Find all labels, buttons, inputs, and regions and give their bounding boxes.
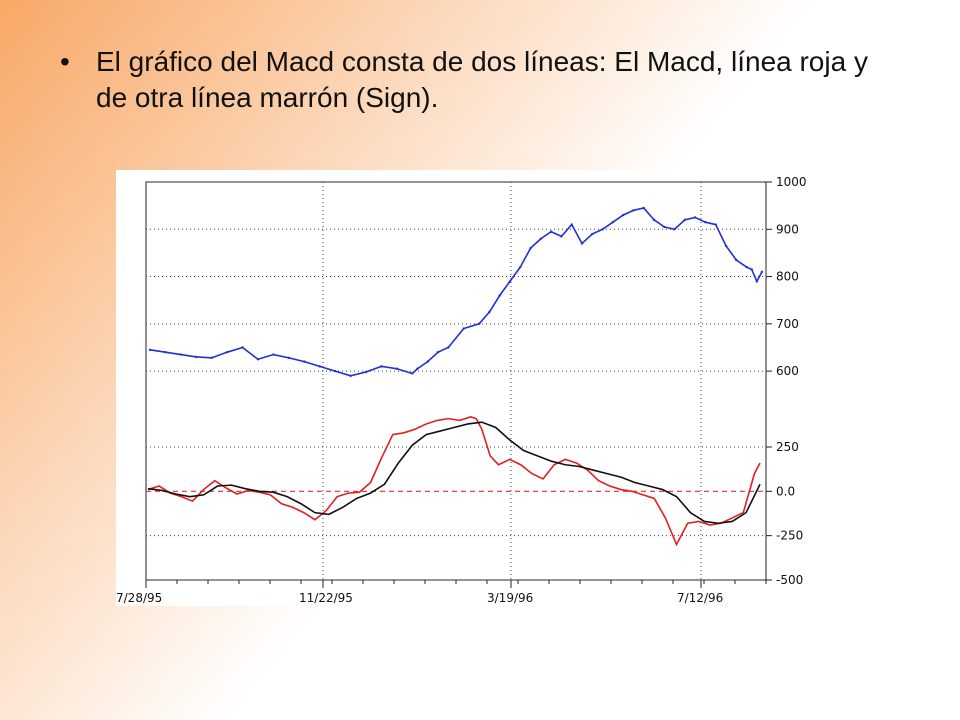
price-point [318,365,321,368]
price-point [498,294,501,297]
price-point [621,213,625,217]
macd-chart: 1000 900 800 700 600 250 0.0 -250 -500 7/28/95 11/… [116,170,816,606]
price-tick-label: 700 [776,317,799,331]
price-point [462,327,465,330]
price-point [591,232,594,236]
price-point [519,265,522,269]
bullet-body: El gráfico del Macd consta de dos líneas… [96,46,868,113]
slide-bullet-text: • El gráfico del Macd consta de dos líne… [60,44,900,116]
price-point [652,218,656,222]
price-point [411,372,414,375]
price-point [601,228,604,231]
price-point [349,374,352,378]
price-point [724,244,728,248]
price-point [195,355,198,359]
price-point [611,220,615,224]
price-point [287,356,291,360]
price-point [179,353,183,356]
macd-tick-label: 0.0 [776,484,795,498]
signal-line-black [147,421,761,525]
price-point [488,310,491,314]
price-point [272,353,275,356]
price-point [426,360,429,363]
price-point [380,365,383,368]
price-point [760,270,764,274]
price-point [642,206,645,210]
price-point [570,223,573,226]
price-tick-label: 1000 [776,175,807,189]
price-point [477,322,481,326]
date-tick-label: 11/22/95 [299,591,353,605]
price-point [364,370,368,374]
price-point [529,246,532,250]
price-point [704,220,707,224]
price-point [333,369,337,373]
price-point [745,265,748,269]
price-point [693,216,697,219]
price-point [735,258,738,262]
price-point [755,280,759,283]
price-point [683,218,687,222]
price-point [663,225,666,229]
price-tick-label: 600 [776,364,799,378]
price-point [447,346,450,349]
price-point [539,237,543,240]
price-point [750,268,753,271]
price-point [673,228,676,231]
price-point [164,350,167,354]
price-point [549,230,553,233]
price-point [148,348,152,352]
macd-tick-label: -500 [776,573,803,587]
macd-line-red [147,416,761,547]
bullet-dot: • [60,46,70,77]
price-point [714,223,717,226]
price-point [580,242,584,245]
price-point [416,367,419,370]
price-tick-label: 800 [776,270,799,284]
price-point [560,235,563,238]
date-tick-label: 3/19/96 [487,591,533,605]
date-tick-label: 7/12/96 [677,591,723,605]
chart-background [116,170,816,606]
macd-tick-label: 250 [776,440,799,454]
price-point [210,356,213,360]
price-point [395,367,399,370]
price-point [241,346,244,349]
price-tick-label: 900 [776,222,799,236]
macd-tick-label: -250 [776,529,803,543]
price-point [225,350,229,354]
price-point [436,350,440,354]
price-point [508,280,512,283]
price-point [256,358,260,361]
price-point [303,360,306,363]
date-tick-label: 7/28/95 [116,591,162,605]
price-point [632,209,635,212]
